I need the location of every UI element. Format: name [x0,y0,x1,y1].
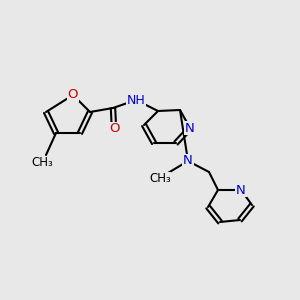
Text: N: N [183,154,193,167]
Text: CH₃: CH₃ [31,157,53,169]
Text: O: O [109,122,119,136]
Text: CH₃: CH₃ [149,172,171,185]
Text: NH: NH [127,94,146,106]
Text: N: N [185,122,195,134]
Text: O: O [68,88,78,101]
Text: N: N [236,184,246,196]
